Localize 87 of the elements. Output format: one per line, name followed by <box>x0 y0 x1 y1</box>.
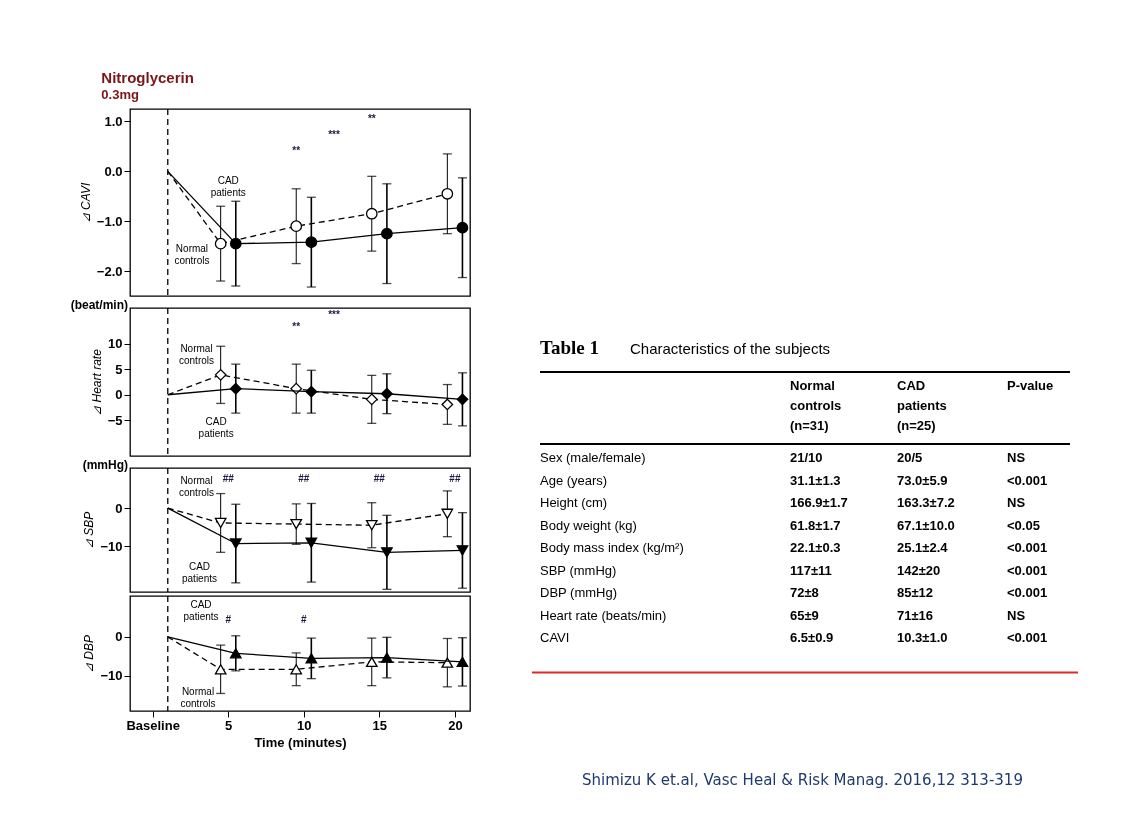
annotation: ## <box>298 472 310 484</box>
y-axis-title: ⊿ SBP <box>82 511 97 550</box>
text: 73.0±5.9 <box>897 472 948 488</box>
text: 6.5±0.9 <box>790 630 834 645</box>
y-tick-label: −10 <box>100 538 123 554</box>
series-label: Normal controls <box>180 686 216 710</box>
series-label: Normal controls <box>174 242 210 266</box>
annotation: ## <box>222 472 235 484</box>
series-label: CAD patients <box>183 598 219 622</box>
series-label: Normal controls <box>178 475 214 499</box>
text: <0.001 <box>1007 585 1048 600</box>
annotation: ** <box>367 112 376 124</box>
annotation: *** <box>328 309 340 321</box>
text: 71±16 <box>897 607 934 623</box>
text: 20/5 <box>897 450 923 465</box>
category-label: SBP (mmHg) <box>540 562 617 578</box>
chart-subtitle: 0.3mg <box>101 87 139 103</box>
category-label: Height (cm) <box>540 495 608 510</box>
x-tick-label: 10 <box>297 717 312 733</box>
annotation: ** <box>292 321 301 333</box>
chart-title: Nitroglycerin <box>101 69 194 87</box>
y-tick-label: 0 <box>115 629 123 645</box>
y-tick-label: −10 <box>100 668 123 684</box>
category-label: CAVI <box>540 630 570 645</box>
y-tick-label: 10 <box>108 336 123 352</box>
text: 163.3±7.2 <box>897 495 955 510</box>
text: 22.1±0.3 <box>790 540 841 555</box>
text: Table 1 <box>540 337 599 358</box>
category-label: Heart rate (beats/min) <box>540 607 667 623</box>
text: CAD patients <box>182 561 218 585</box>
text: Shimizu K et.al, Vasc Heal & Risk Manag. 2016,12 313-319 <box>582 770 1023 789</box>
x-tick-label: Baseline <box>126 717 180 733</box>
text: NS <box>1007 495 1026 510</box>
chart-title: (beat/min) <box>70 298 128 312</box>
category-label: Age (years) <box>540 472 608 488</box>
annotation: # <box>225 613 232 625</box>
y-tick-label: 0 <box>115 387 123 403</box>
annotation: ## <box>373 472 386 484</box>
text: <0.001 <box>1007 562 1048 578</box>
text: 10.3±1.0 <box>897 630 948 645</box>
annotation: # <box>301 613 307 625</box>
category-label: Normal controls (n=31) <box>790 378 842 433</box>
text: Characteristics of the subjects <box>630 340 831 357</box>
text: 67.1±10.0 <box>897 517 955 533</box>
y-axis-title: ⊿ DBP <box>82 634 97 674</box>
text: <0.05 <box>1007 517 1040 533</box>
y-tick-label: −1.0 <box>96 213 123 229</box>
x-tick-label: 5 <box>225 717 233 733</box>
text: 25.1±2.4 <box>897 540 948 555</box>
text: 61.8±1.7 <box>790 517 841 533</box>
text: 85±12 <box>897 585 934 600</box>
text: <0.001 <box>1007 630 1048 645</box>
text: 72±8 <box>790 585 819 600</box>
x-tick-label: 20 <box>448 717 463 733</box>
category-label: Body weight (kg) <box>540 517 637 533</box>
x-tick-label: 15 <box>372 717 388 733</box>
text: <0.001 <box>1007 540 1048 555</box>
text: CAD patients <box>198 415 234 439</box>
y-tick-label: 1.0 <box>104 113 123 129</box>
category-label: P-value <box>1007 378 1054 393</box>
category-label: DBP (mmHg) <box>540 585 618 600</box>
y-tick-label: −2.0 <box>96 263 123 279</box>
y-tick-label: 0 <box>115 500 123 516</box>
text: NS <box>1007 607 1026 623</box>
text: NS <box>1007 450 1026 465</box>
series-label: CAD patients <box>210 175 246 199</box>
text: 166.9±1.7 <box>790 495 848 510</box>
y-axis-title: ⊿ Heart rate <box>89 348 104 416</box>
category-label: Sex (male/female) <box>540 450 646 465</box>
x-axis-title: Time (minutes) <box>254 734 347 750</box>
annotation: *** <box>328 129 340 141</box>
series-label: Normal controls <box>178 342 214 366</box>
text: 65±9 <box>790 607 819 623</box>
category-label: CAD patients (n=25) <box>897 378 947 433</box>
y-tick-label: 0.0 <box>104 163 123 179</box>
category-label: Body mass index (kg/m²) <box>540 540 684 555</box>
chart-title: (mmHg) <box>82 458 128 472</box>
text: 142±20 <box>897 562 941 578</box>
text: 31.1±1.3 <box>790 472 841 488</box>
annotation: ## <box>449 472 461 484</box>
text: 117±11 <box>790 562 832 578</box>
y-tick-label: 5 <box>115 361 123 377</box>
y-tick-label: −5 <box>107 412 123 428</box>
y-axis-title: ⊿ CAVI <box>78 182 93 224</box>
annotation: ** <box>292 145 301 157</box>
text: 21/10 <box>790 450 823 465</box>
text: <0.001 <box>1007 472 1048 488</box>
